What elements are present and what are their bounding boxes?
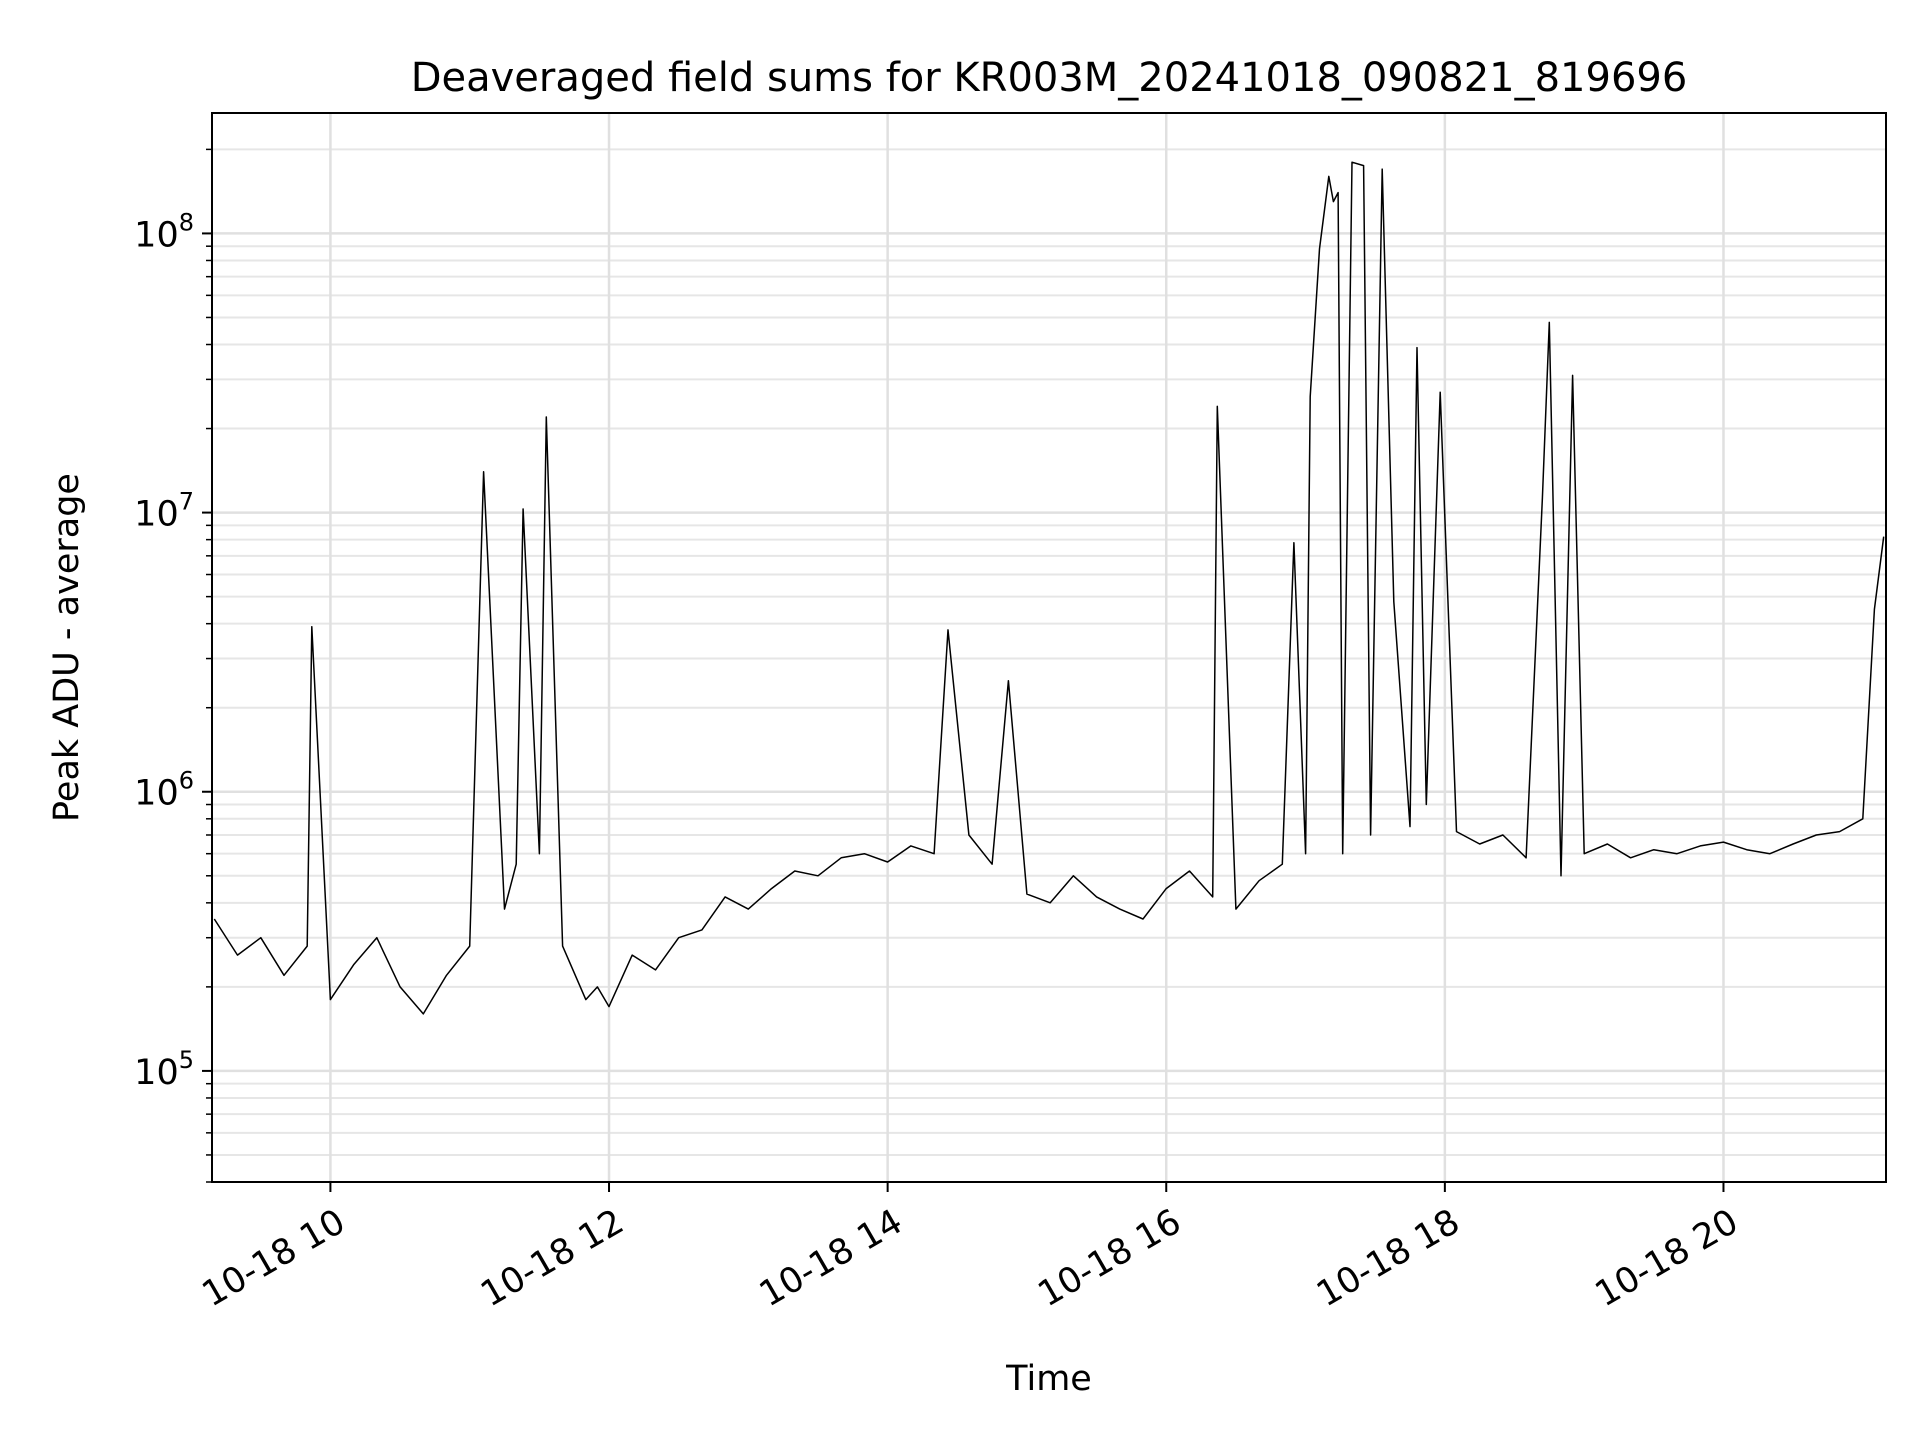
major-gridlines — [212, 113, 1886, 1182]
y-tick-label: 107 — [134, 488, 194, 535]
x-axis-label: Time — [1005, 1359, 1092, 1399]
y-tick-label: 106 — [134, 767, 194, 814]
axes-frame — [211, 112, 1887, 1183]
chart-title: Deaveraged field sums for KR003M_2024101… — [411, 55, 1688, 101]
series-line — [213, 161, 1885, 1015]
y-tick-label: 108 — [134, 208, 194, 255]
y-tick-label: 105 — [134, 1046, 194, 1093]
y-axis-label: Peak ADU - average — [47, 473, 87, 822]
minor-gridlines — [212, 148, 1886, 1183]
series-layer — [213, 161, 1885, 1015]
